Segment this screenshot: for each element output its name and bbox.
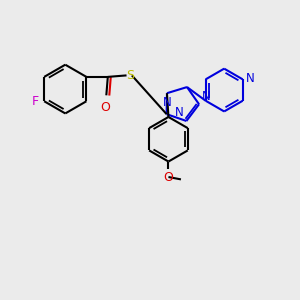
Text: F: F	[32, 95, 39, 108]
Text: N: N	[175, 106, 184, 119]
Text: N: N	[163, 96, 171, 109]
Text: N: N	[246, 72, 255, 85]
Text: N: N	[201, 90, 210, 103]
Text: S: S	[126, 69, 134, 82]
Text: O: O	[164, 171, 173, 184]
Text: O: O	[100, 101, 110, 114]
